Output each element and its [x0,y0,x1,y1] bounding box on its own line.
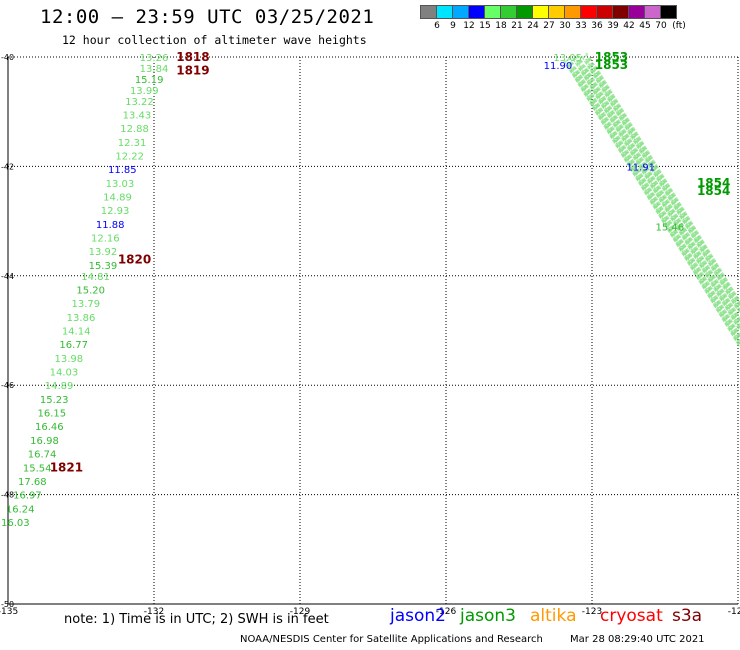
wave-height-value: 15.54 [23,463,52,474]
pass-time-label: 1853 [595,50,628,64]
wave-height-value: 12.31 [118,138,147,149]
wave-height-value: 13.03 [106,179,135,190]
wave-height-value: 16.98 [30,436,59,447]
color-scale-label: 24 [527,21,539,31]
wave-height-value: 16.97 [13,491,42,502]
legend-altika: altika [530,606,577,626]
swath-marker: 14.5 [730,333,740,357]
legend-jason3: jason3 [460,606,516,626]
wave-height-value: 15.46 [656,223,685,234]
wave-height-value: 13.84 [140,64,169,75]
color-scale-label: 15 [479,21,491,31]
color-scale-label: 42 [623,21,635,31]
lon-tick-label: -135 [0,607,18,617]
page-subtitle: 12 hour collection of altimeter wave hei… [62,33,367,47]
legend-s3a: s3a [672,606,703,626]
wave-height-value: 13.05 [553,53,582,64]
wave-height-value: 13.22 [125,97,154,108]
wave-height-value: 12.22 [115,151,144,162]
pass-time-label: 1821 [50,460,83,474]
pass-time-label: 1818 [176,50,209,64]
wave-height-value: 16.24 [6,504,35,515]
wave-height-value: 15.39 [89,261,118,272]
lon-tick-label: -126 [436,607,457,617]
east-swath: 14.514.514.514.514.514.514.514.514.514.5… [560,51,740,361]
page-title: 12:00 – 23:59 UTC 03/25/2021 [40,6,375,28]
color-scale-label: 6 [434,21,440,31]
lon-tick-label: -132 [144,607,164,617]
color-scale-label: 21 [511,21,523,31]
color-scale-label: 45 [639,21,651,31]
lon-tick-label: -123 [582,607,602,617]
pass-time-label: 1819 [176,64,209,78]
pass-time-label: 1820 [118,252,151,266]
wave-height-value: 16.74 [28,450,57,461]
color-scale-label: 36 [591,21,603,31]
wave-height-value: 11.85 [108,165,137,176]
wave-height-value: 17.68 [18,477,47,488]
wave-height-value: 14.89 [103,192,132,203]
color-scale-label: 30 [559,21,571,31]
wave-height-value: 14.89 [45,381,74,392]
wave-height-value: 16.03 [1,518,30,529]
wave-height-value: 13.99 [130,86,159,97]
wave-height-value: 11.88 [96,220,125,231]
wave-height-value: 13.26 [140,53,169,64]
pass-time-label: 1854 [697,176,730,190]
wave-height-value: 12.88 [120,124,149,135]
wave-height-value: 13.86 [67,313,96,324]
wave-height-value: 16.46 [35,422,64,433]
wave-height-value: 13.43 [123,110,152,121]
wave-height-value: 12.16 [91,234,120,245]
wave-height-value: 15.19 [135,75,164,86]
wave-height-value: 14.03 [50,368,79,379]
swath-marker: 14.5 [731,317,740,341]
color-scale-label: 70 [655,21,667,31]
color-scale-label: 18 [495,21,507,31]
color-scale-labels: 6 9 12 15 18 21 24 27 30 33 36 39 42 45 70 (ft) [421,21,740,33]
legend-jason2: jason2 [390,606,446,626]
wave-height-value: 14.14 [62,327,91,338]
lat-tick-label: -50 [1,600,14,609]
wave-height-value: 11.90 [544,61,573,72]
lon-tick-label: -129 [290,607,311,617]
wave-height-value: 15.20 [76,285,105,296]
units-note: note: 1) Time is in UTC; 2) SWH is in fe… [64,612,329,627]
color-scale-swatch [660,5,677,19]
swath-marker: 14.5 [731,301,740,325]
color-scale-label: 27 [543,21,555,31]
lon-tick-label: -120 [728,607,740,617]
color-scale-label: 39 [607,21,619,31]
wave-height-value: 13.92 [89,247,118,258]
color-scale-unit: (ft) [672,21,686,31]
wave-height-value: 13.98 [55,354,84,365]
wave-height-value: 16.77 [59,340,88,351]
footer-timestamp: Mar 28 08:29:40 UTC 2021 [570,634,705,645]
wave-height-value: 13.79 [72,299,101,310]
footer-credit: NOAA/NESDIS Center for Satellite Applica… [240,634,543,645]
color-scale-bar [420,5,677,19]
legend-cryosat: cryosat [600,606,663,626]
pass-time-label: 1854 [697,184,730,198]
wave-height-value: 11.91 [626,162,655,173]
pass-time-label: 1853 [595,58,628,72]
wave-height-value: 12.93 [101,206,130,217]
wave-height-value: 15.23 [40,395,69,406]
color-scale-label: 33 [575,21,587,31]
wave-height-value: 14.81 [81,272,110,283]
wave-height-value: 16.15 [37,409,66,420]
color-scale-label: 12 [463,21,475,31]
color-scale-label: 9 [450,21,456,31]
footer: NOAA/NESDIS Center for Satellite Applica… [240,634,705,645]
